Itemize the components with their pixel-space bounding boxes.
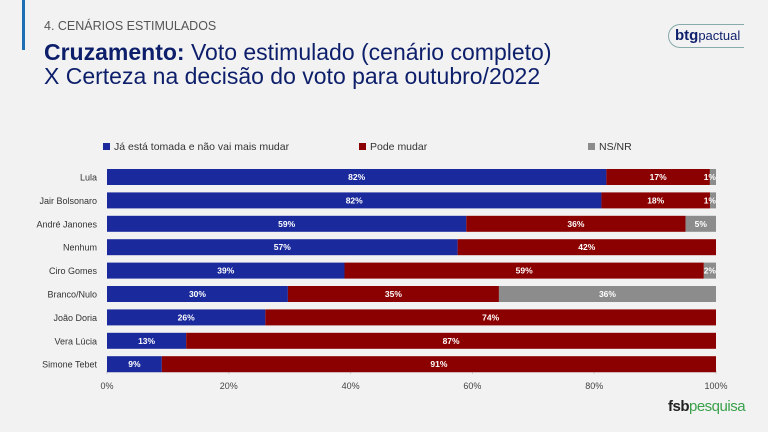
category-label: Simone Tebet [42,360,97,370]
title-rest: Voto estimulado (cenário completo) [184,39,552,65]
section-label: 4. CENÁRIOS ESTIMULADOS [44,19,217,33]
category-label: Ciro Gomes [49,266,98,276]
data-label: 13% [138,336,155,346]
x-tick-label: 100% [704,381,727,391]
data-label: 59% [278,219,295,229]
legend-swatch [588,143,595,150]
bar-segment [265,309,716,326]
bar-segment [107,262,345,279]
bar-segment [601,192,710,209]
accent-bar [22,0,25,50]
data-label: 5% [695,219,708,229]
data-label: 17% [650,172,667,182]
bar-segment [107,192,602,209]
category-label: André Janones [36,219,97,229]
data-label: 42% [578,242,595,252]
data-label: 1% [704,172,717,182]
data-label: 1% [704,195,717,205]
x-tick-label: 80% [585,381,603,391]
data-label: 59% [516,266,533,276]
data-label: 87% [443,336,460,346]
data-label: 9% [128,359,141,369]
bar-segment [107,356,162,373]
bar-segment [107,309,266,326]
data-label: 74% [482,312,499,322]
bar-segment [466,215,686,232]
bar-segment [709,192,716,209]
bar-segment [107,215,467,232]
bar-segment [498,286,716,302]
data-label: 35% [385,289,402,299]
category-label: Nenhum [63,243,97,253]
data-label: 36% [567,219,584,229]
data-label: 18% [647,195,664,205]
bar-segment [685,215,716,232]
bar-segment [107,286,288,302]
page-title: Cruzamento: Voto estimulado (cenário com… [44,40,551,88]
bar-segment [457,239,716,256]
x-tick-label: 20% [220,381,238,391]
category-label: Lula [80,173,97,183]
data-label: 36% [599,289,616,299]
bar-segment [287,286,499,302]
category-label: Branco/Nulo [47,290,97,300]
bar-segment [709,169,716,185]
data-label: 82% [346,195,363,205]
data-label: 30% [189,289,206,299]
bar-segment [107,332,187,349]
btg-logo: btgpactual [668,24,745,48]
data-label: 39% [217,266,234,276]
data-label: 82% [348,172,365,182]
x-tick-label: 60% [463,381,481,391]
data-label: 26% [178,312,195,322]
title-line2: X Certeza na decisão do voto para outubr… [44,63,541,89]
category-label: Jair Bolsonaro [39,196,97,206]
data-label: 2% [704,266,717,276]
fsb-logo: fsbpesquisa [668,398,746,415]
x-tick-label: 0% [100,381,113,391]
legend-swatch [103,143,110,150]
category-label: Vera Lúcia [54,336,97,346]
legend-label: Pode mudar [370,141,428,153]
data-label: 91% [430,359,447,369]
category-label: João Doria [53,313,97,323]
data-label: 57% [274,242,291,252]
bar-segment [186,332,717,349]
legend-label: Já está tomada e não vai mais mudar [114,141,290,153]
bar-segment [606,169,710,185]
bar-segment [161,356,716,373]
bar-segment [107,169,607,185]
bar-segment [344,262,704,279]
bar-segment [703,262,716,279]
legend-swatch [359,143,366,150]
title-bold: Cruzamento: [44,39,185,65]
bar-segment [107,239,458,256]
x-tick-label: 40% [342,381,360,391]
legend-label: NS/NR [599,141,632,153]
